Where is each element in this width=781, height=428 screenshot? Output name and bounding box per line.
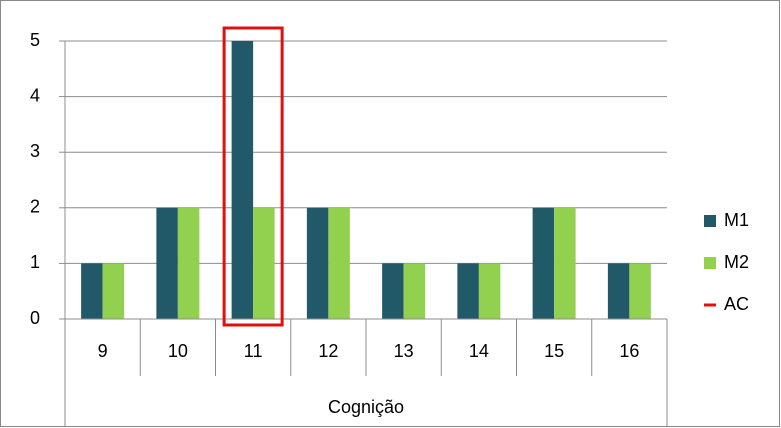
bar xyxy=(554,207,576,319)
x-axis-label: Cognição xyxy=(328,397,404,417)
bar xyxy=(478,263,501,319)
highlight-box xyxy=(222,26,284,327)
bar xyxy=(156,207,178,319)
y-tick-label: 5 xyxy=(30,30,40,50)
bar xyxy=(532,207,555,319)
y-tick-label: 3 xyxy=(30,141,40,161)
x-tick-label: 11 xyxy=(244,341,263,361)
x-tick-label: 10 xyxy=(168,341,188,361)
x-tick-label: 16 xyxy=(619,341,639,361)
bar xyxy=(81,263,103,319)
y-tick-label: 1 xyxy=(30,252,40,272)
bar xyxy=(177,207,200,319)
x-tick-label: 15 xyxy=(544,341,564,361)
legend-swatch xyxy=(704,257,716,269)
legend-label: M1 xyxy=(724,210,749,230)
x-tick-label: 12 xyxy=(318,341,338,361)
bar xyxy=(382,263,404,319)
y-tick-label: 4 xyxy=(30,85,40,105)
x-tick-label: 13 xyxy=(394,341,414,361)
bar xyxy=(457,263,479,319)
bar xyxy=(607,263,630,319)
bar xyxy=(629,263,651,319)
x-tick-label: 9 xyxy=(98,341,108,361)
bar xyxy=(253,207,275,319)
y-tick-label: 2 xyxy=(30,197,40,217)
y-tick-label: 0 xyxy=(30,308,40,328)
bar xyxy=(102,263,125,319)
bar xyxy=(403,263,426,319)
legend-label: AC xyxy=(724,294,749,314)
x-tick-label: 14 xyxy=(469,341,489,361)
legend-label: M2 xyxy=(724,252,749,272)
bar xyxy=(306,207,329,319)
legend-swatch xyxy=(704,215,716,227)
bar xyxy=(231,41,254,319)
bar xyxy=(328,207,350,319)
